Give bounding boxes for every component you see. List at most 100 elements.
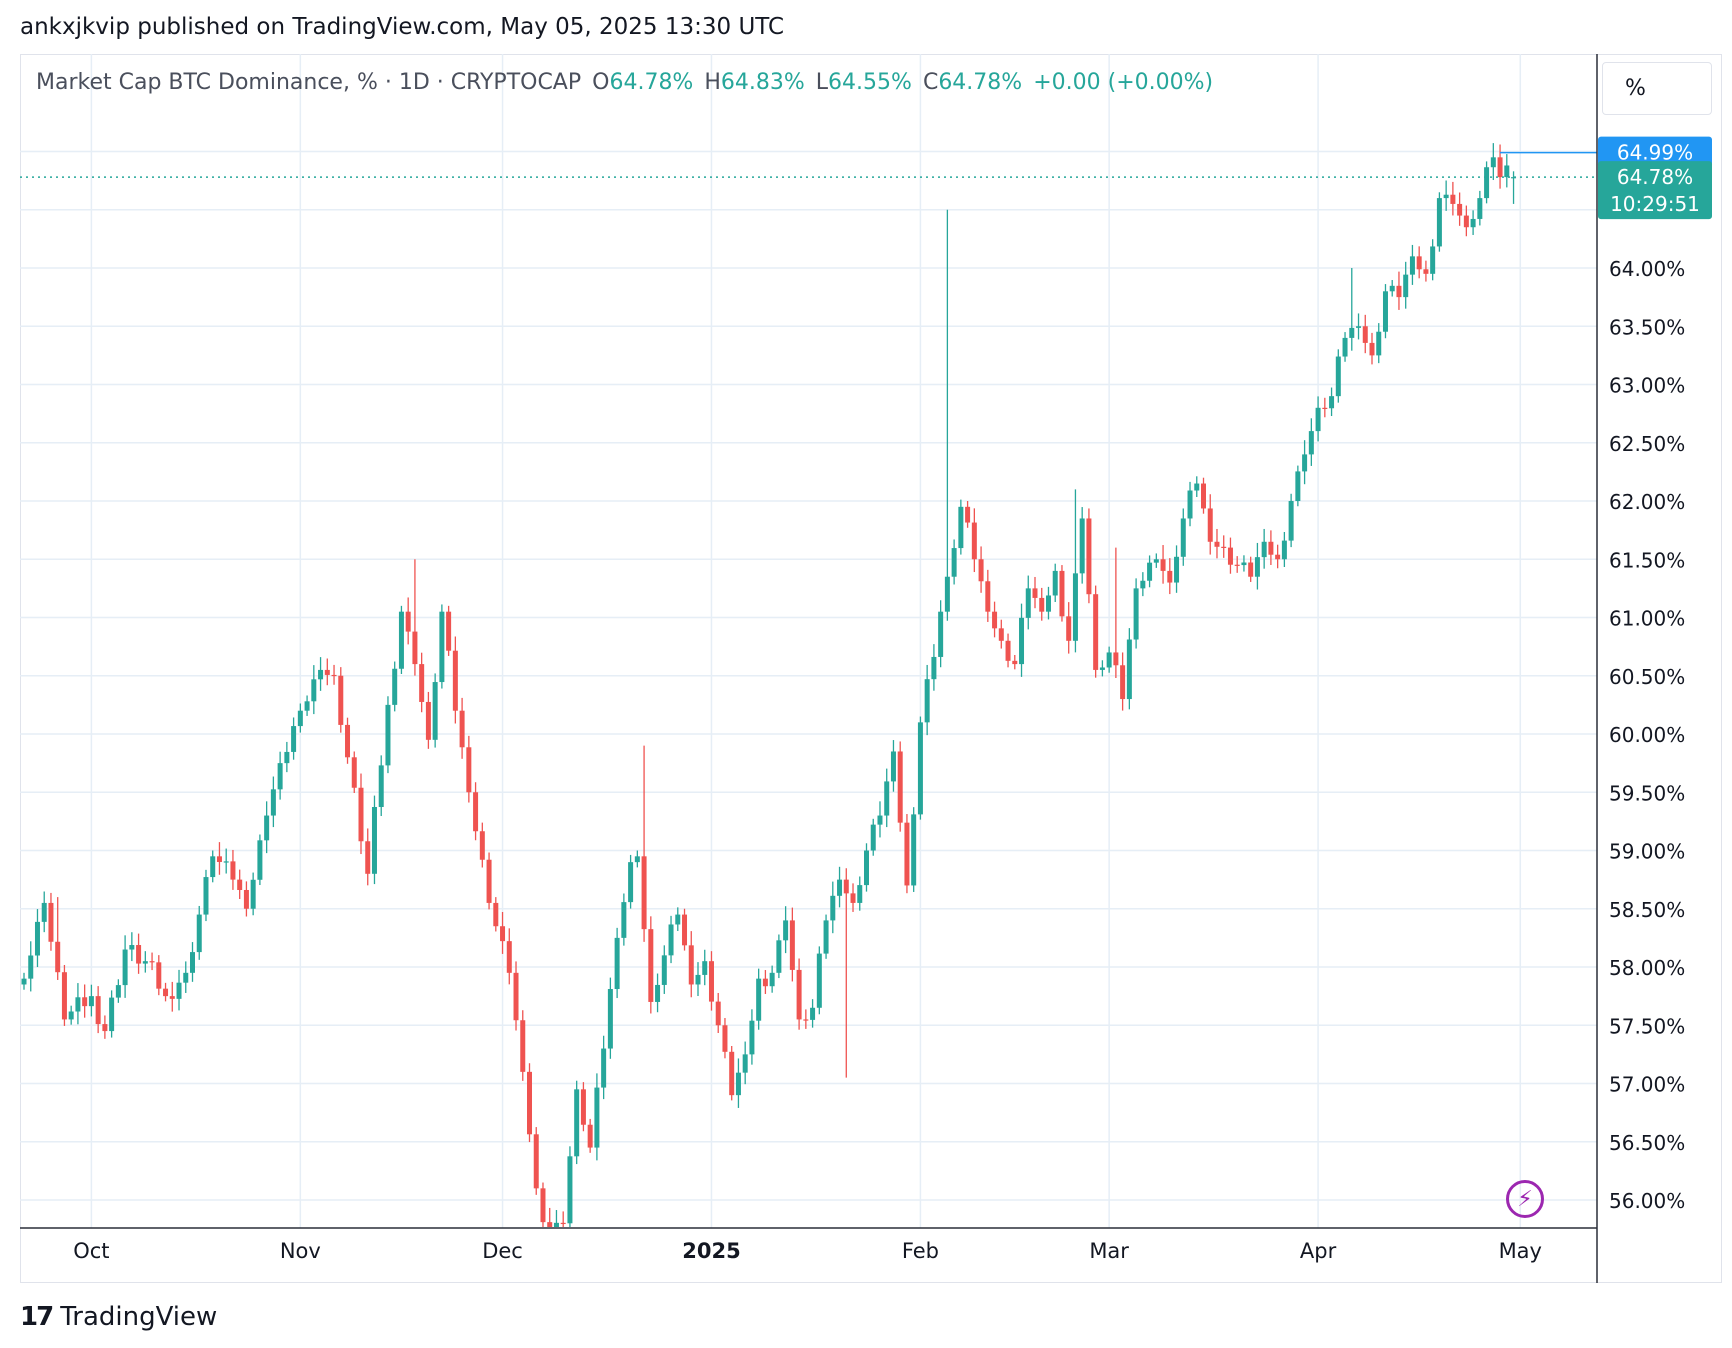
candle-body — [331, 674, 337, 677]
candle-body — [1430, 246, 1436, 274]
candle-body — [978, 559, 984, 582]
legend-symbol[interactable]: Market Cap BTC Dominance, % · 1D · CRYPT… — [36, 70, 582, 95]
candle-body — [1167, 570, 1173, 583]
candle-body — [425, 701, 431, 740]
candle-body — [250, 879, 256, 909]
candle-body — [971, 522, 977, 560]
candle-body — [1113, 652, 1119, 666]
candle-body — [1032, 588, 1038, 598]
candle-body — [34, 921, 40, 956]
candle-body — [580, 1089, 586, 1125]
candle-body — [1295, 471, 1301, 501]
candle-body — [115, 985, 121, 998]
candle-body — [931, 656, 937, 680]
candle-body — [1322, 407, 1328, 409]
candle-body — [196, 914, 202, 953]
candle-body — [1477, 198, 1483, 219]
candle-body — [985, 581, 991, 612]
candle-body — [641, 856, 647, 930]
candle-body — [938, 611, 944, 657]
candle-body — [843, 879, 849, 894]
candle-body — [601, 1048, 607, 1088]
candle-body — [688, 945, 694, 985]
candle-body — [850, 893, 856, 903]
candle-body — [789, 920, 795, 970]
candle-body — [230, 861, 236, 880]
candle-body — [998, 628, 1004, 641]
y-tick-label: 56.00% — [1609, 1189, 1685, 1213]
candle-body — [816, 953, 822, 1008]
last-price-tag-label: 64.78% — [1617, 165, 1693, 189]
y-tick-label: 61.50% — [1609, 548, 1685, 572]
candle-body — [783, 920, 789, 941]
candle-body — [897, 751, 903, 823]
candle-body — [944, 576, 950, 612]
x-tick-label: Dec — [482, 1239, 523, 1263]
candle-body — [1423, 269, 1429, 274]
tradingview-brand: 17 TradingView — [20, 1302, 217, 1332]
x-tick-label: Feb — [902, 1239, 939, 1263]
candle-body — [796, 969, 802, 1020]
candle-body — [1207, 508, 1213, 542]
candle-body — [1120, 665, 1126, 700]
candle-body — [722, 1025, 728, 1052]
candle-body — [1012, 660, 1018, 665]
candle-body — [1201, 483, 1206, 509]
legend-close-label: C — [922, 70, 939, 95]
candle-body — [223, 861, 229, 863]
candle-body — [1153, 559, 1159, 563]
candle-body — [992, 611, 998, 629]
candle-body — [88, 996, 94, 1007]
candle-body — [708, 961, 714, 1002]
candle-body — [1315, 407, 1321, 432]
candle-body — [1025, 588, 1031, 618]
candle-body — [446, 611, 452, 651]
candle-body — [493, 902, 499, 927]
y-tick-label: 59.00% — [1609, 840, 1685, 864]
candle-body — [1227, 547, 1233, 565]
candle-body — [432, 682, 438, 740]
candle-body — [311, 679, 317, 702]
candle-body — [1133, 588, 1139, 640]
candle-body — [857, 885, 863, 903]
candle-body — [216, 856, 222, 862]
candle-body — [142, 961, 148, 964]
lightning-bolt-icon[interactable]: ⚡ — [1506, 1180, 1544, 1218]
candle-body — [951, 548, 957, 577]
candle-body — [156, 962, 162, 989]
candle-body — [1261, 541, 1267, 558]
candle-body — [621, 902, 627, 938]
candle-body — [1187, 490, 1193, 519]
candle-body — [1275, 554, 1281, 560]
candle-body — [1059, 570, 1065, 617]
percent-scale-button[interactable]: % — [1602, 62, 1712, 115]
x-tick-label: Mar — [1089, 1239, 1129, 1263]
candle-body — [1349, 327, 1355, 338]
chart-legend[interactable]: Market Cap BTC Dominance, % · 1D · CRYPT… — [36, 70, 1213, 95]
candle-body — [729, 1051, 735, 1096]
candle-body — [1504, 165, 1510, 178]
candle-body — [1511, 177, 1517, 179]
candle-body — [21, 978, 27, 985]
candle-body — [634, 856, 640, 863]
candle-body — [169, 996, 175, 999]
candle-body — [1019, 617, 1025, 665]
candle-body — [749, 1020, 755, 1055]
candle-body — [1005, 640, 1011, 661]
candle-body — [1443, 194, 1449, 199]
candle-body — [1221, 546, 1227, 548]
candle-body — [378, 765, 384, 808]
candle-body — [318, 669, 324, 680]
candles — [21, 143, 1517, 1227]
candle-body — [351, 757, 357, 788]
candle-body — [1369, 342, 1375, 356]
candle-body — [877, 815, 883, 825]
brand-name: TradingView — [60, 1302, 218, 1332]
candle-body — [1214, 541, 1220, 547]
legend-low: 64.55% — [828, 70, 912, 95]
candle-body — [1234, 564, 1240, 566]
candle-body — [1484, 167, 1490, 199]
candle-body — [533, 1134, 539, 1189]
y-tick-label: 62.00% — [1609, 490, 1685, 514]
